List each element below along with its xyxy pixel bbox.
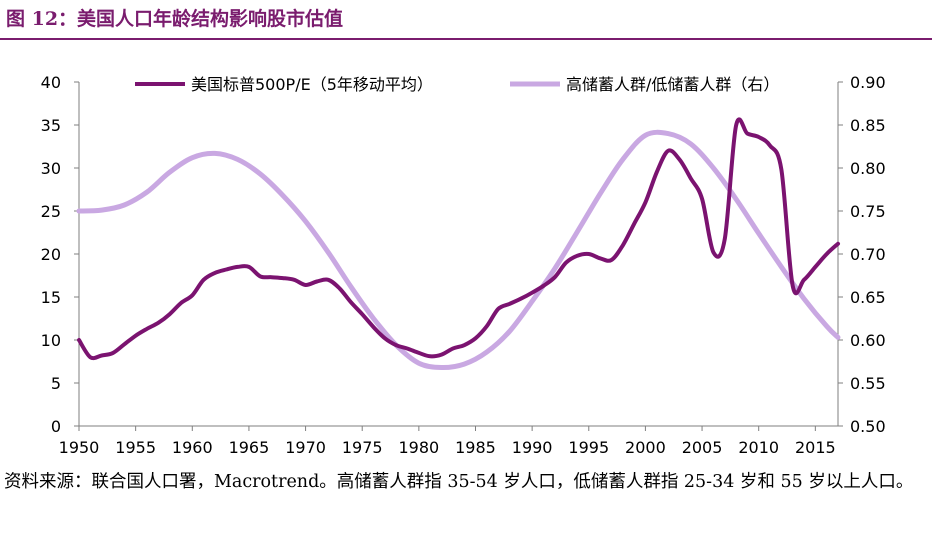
y-left-tick-label: 10 (41, 331, 61, 350)
y-right-tick-label: 0.90 (850, 73, 886, 92)
y-left-tick-label: 15 (41, 288, 61, 307)
x-tick-label: 1975 (342, 438, 383, 457)
y-right-tick-label: 0.70 (850, 245, 886, 264)
chart-legend: 美国标普500P/E（5年移动平均） 高储蓄人群/低储蓄人群（右） (135, 75, 779, 94)
x-tick-label: 2000 (625, 438, 666, 457)
y-right-tick-label: 0.55 (850, 374, 886, 393)
x-tick-label: 1980 (398, 438, 439, 457)
title-divider (0, 38, 932, 40)
chart-series (76, 117, 841, 371)
y-right-tick-label: 0.75 (850, 202, 886, 221)
y-left-tick-label: 5 (51, 374, 61, 393)
y-left-tick-label: 30 (41, 159, 61, 178)
y-left-tick-label: 20 (41, 245, 61, 264)
chart-axes: 0 5 10 15 20 25 30 35 40 0.50 0.55 0.60 0.65 0.70 0.75… (41, 73, 886, 457)
y-left-tick-label: 25 (41, 202, 61, 221)
legend-item-savers-ratio-label: 高储蓄人群/低储蓄人群（右） (566, 75, 779, 94)
y-left-tick-label: 0 (51, 417, 61, 436)
x-tick-label: 1970 (285, 438, 326, 457)
series-line-pe (77, 117, 840, 361)
x-tick-label: 1995 (568, 438, 609, 457)
x-tick-label: 1990 (512, 438, 553, 457)
line-chart: 0 5 10 15 20 25 30 35 40 0.50 0.55 0.60 0.65 0.70 0.75… (41, 73, 886, 457)
series-line-savers-ratio (76, 129, 841, 371)
y-left-tick-label: 40 (41, 73, 61, 92)
legend-item-pe-label: 美国标普500P/E（5年移动平均） (191, 75, 433, 94)
x-tick-label: 1960 (172, 438, 213, 457)
x-tick-label: 1955 (115, 438, 156, 457)
y-right-tick-label: 0.85 (850, 116, 886, 135)
x-tick-label: 2015 (795, 438, 836, 457)
x-tick-label: 1965 (229, 438, 270, 457)
y-right-tick-label: 0.50 (850, 417, 886, 436)
figure-title: 图 12：美国人口年龄结构影响股市估值 (6, 8, 344, 30)
y-left-tick-label: 35 (41, 116, 61, 135)
y-right-tick-label: 0.80 (850, 159, 886, 178)
source-note: 资料来源：联合国人口署，Macrotrend。高储蓄人群指 35-54 岁人口，… (4, 472, 914, 492)
x-tick-label: 1950 (59, 438, 100, 457)
y-right-tick-label: 0.65 (850, 288, 886, 307)
x-tick-label: 2005 (682, 438, 723, 457)
x-tick-label: 1985 (455, 438, 496, 457)
y-right-tick-label: 0.60 (850, 331, 886, 350)
x-tick-label: 2010 (738, 438, 779, 457)
